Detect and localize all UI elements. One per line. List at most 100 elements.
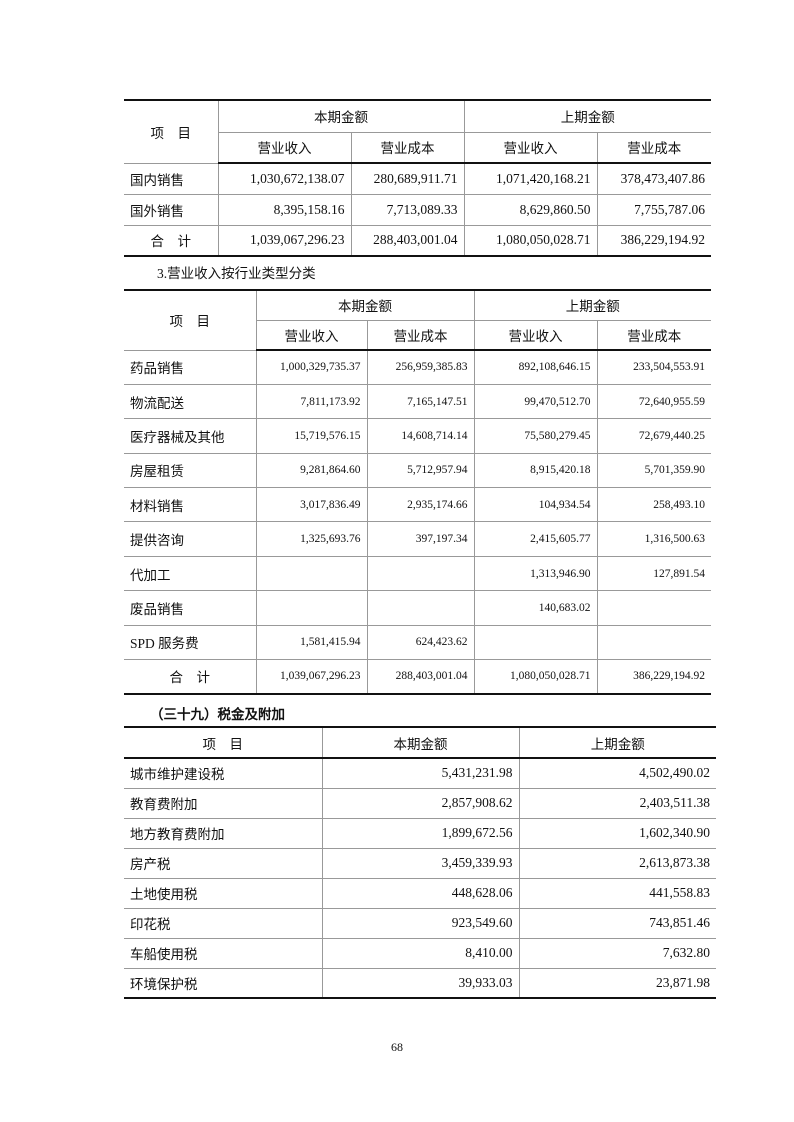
cell-pri-cost: 72,679,440.25 — [596, 418, 711, 454]
section-heading-taxes-and-surcharges: （三十九）税金及附加 — [150, 707, 285, 722]
cell-cur-rev: 15,719,576.15 — [255, 418, 368, 454]
cell-cur-cost: 624,423.62 — [366, 624, 475, 661]
current-revenue-header: 营业收入 — [218, 131, 352, 164]
cell-pri-cost: 233,504,553.91 — [596, 349, 711, 385]
row-label: 材料销售 — [124, 487, 257, 523]
section-heading-revenue-by-industry: 3.营业收入按行业类型分类 — [157, 266, 316, 281]
row-label: 城市维护建设税 — [124, 757, 323, 789]
cell-cur-rev: 1,581,415.94 — [255, 624, 368, 661]
current-period-header: 本期金额 — [217, 99, 465, 133]
table-row: 物流配送 7,811,173.92 7,165,147.51 99,470,512.7… — [124, 383, 711, 420]
row-label: 环境保护税 — [124, 967, 323, 999]
table-row: 房产税 3,459,339.93 2,613,873.38 — [124, 847, 716, 879]
prior-period-header: 上期金额 — [473, 289, 711, 321]
cell-pri-rev: 75,580,279.45 — [473, 418, 598, 454]
row-label: 提供咨询 — [124, 521, 257, 557]
cell-cur: 1,899,672.56 — [321, 817, 520, 849]
cell-pri-cost: 7,755,787.06 — [596, 193, 711, 226]
table-row: 地方教育费附加 1,899,672.56 1,602,340.90 — [124, 817, 716, 849]
cell-cur-cost: 14,608,714.14 — [366, 418, 475, 454]
table-row: 代加工 1,313,946.90 127,891.54 — [124, 555, 711, 592]
cell-cur-cost: 280,689,911.71 — [350, 162, 465, 195]
taxes-and-surcharges-table: 项 目 本期金额 上期金额 城市维护建设税 5,431,231.98 4,502,4… — [124, 726, 716, 999]
current-period-header: 本期金额 — [255, 289, 475, 321]
cell-pri-cost: 72,640,955.59 — [596, 383, 711, 420]
table-row: 印花税 923,549.60 743,851.46 — [124, 907, 716, 939]
cell-cur-rev: 1,000,329,735.37 — [255, 349, 368, 385]
table-row: 城市维护建设税 5,431,231.98 4,502,490.02 — [124, 757, 716, 789]
cell-cur: 8,410.00 — [321, 937, 520, 969]
cell-cur-rev: 8,395,158.16 — [217, 193, 352, 226]
cell-pri-rev: 104,934.54 — [473, 487, 598, 523]
table-row: 环境保护税 39,933.03 23,871.98 — [124, 967, 716, 999]
row-label: 物流配送 — [124, 383, 257, 420]
cell-cur-rev: 1,325,693.76 — [255, 521, 368, 557]
cell-cur: 923,549.60 — [321, 907, 520, 939]
prior-revenue-header: 营业收入 — [463, 131, 598, 164]
row-label: 房屋租赁 — [124, 452, 257, 489]
current-cost-header: 营业成本 — [366, 319, 475, 351]
cell-pri-rev — [473, 624, 598, 661]
cell-pri-rev: 1,313,946.90 — [473, 555, 598, 592]
cell-pri: 7,632.80 — [518, 937, 716, 969]
revenue-by-region-table: 项 目 本期金额 上期金额 营业收入 营业成本 营业收入 营业成本 国内销售 1,… — [124, 99, 711, 257]
prior-cost-header: 营业成本 — [596, 131, 711, 164]
page-number: 68 — [391, 1040, 403, 1054]
table-row: 合 计 1,039,067,296.23 288,403,001.04 1,080,0… — [124, 659, 711, 695]
cell-cur: 448,628.06 — [321, 877, 520, 909]
table-row: 合 计 1,039,067,296.23 288,403,001.04 1,080,0… — [124, 224, 711, 257]
cell-pri: 4,502,490.02 — [518, 757, 716, 789]
table-row: 废品销售 140,683.02 — [124, 590, 711, 626]
row-label: 教育费附加 — [124, 787, 323, 819]
cell-cur-cost: 256,959,385.83 — [366, 349, 475, 385]
prior-cost-header: 营业成本 — [596, 319, 711, 351]
cell-cur-cost: 397,197.34 — [366, 521, 475, 557]
cell-cur-cost: 5,712,957.94 — [366, 452, 475, 489]
cell-cur-cost: 288,403,001.04 — [350, 224, 465, 257]
row-label: 代加工 — [124, 555, 257, 592]
cell-cur: 39,933.03 — [321, 967, 520, 999]
cell-pri-cost: 1,316,500.63 — [596, 521, 711, 557]
cell-cur: 2,857,908.62 — [321, 787, 520, 819]
cell-pri-cost: 386,229,194.92 — [596, 224, 711, 257]
cell-cur-cost: 288,403,001.04 — [366, 659, 475, 695]
cell-cur-cost: 7,713,089.33 — [350, 193, 465, 226]
row-label: 房产税 — [124, 847, 323, 879]
row-label: 地方教育费附加 — [124, 817, 323, 849]
cell-cur-rev — [255, 555, 368, 592]
row-label: 合 计 — [124, 659, 257, 695]
cell-pri: 1,602,340.90 — [518, 817, 716, 849]
cell-pri-rev: 1,080,050,028.71 — [463, 224, 598, 257]
table-row: 国外销售 8,395,158.16 7,713,089.33 8,629,860.50… — [124, 193, 711, 226]
prior-period-header: 上期金额 — [463, 99, 711, 133]
current-period-header: 本期金额 — [321, 726, 520, 759]
cell-pri-rev: 892,108,646.15 — [473, 349, 598, 385]
table-row: 医疗器械及其他 15,719,576.15 14,608,714.14 75,580,… — [124, 418, 711, 454]
cell-pri-cost: 258,493.10 — [596, 487, 711, 523]
cell-pri-rev: 8,629,860.50 — [463, 193, 598, 226]
revenue-by-industry-table: 项 目 本期金额 上期金额 营业收入 营业成本 营业收入 营业成本 药品销售 1,… — [124, 289, 711, 695]
cell-cur: 5,431,231.98 — [321, 757, 520, 789]
item-header: 项 目 — [124, 289, 257, 351]
cell-pri-rev: 8,915,420.18 — [473, 452, 598, 489]
cell-pri: 441,558.83 — [518, 877, 716, 909]
cell-pri-rev: 140,683.02 — [473, 590, 598, 626]
cell-pri-cost: 386,229,194.92 — [596, 659, 711, 695]
table-row: 提供咨询 1,325,693.76 397,197.34 2,415,605.77 1,… — [124, 521, 711, 557]
item-header: 项 目 — [124, 99, 219, 164]
row-label: 国外销售 — [124, 193, 219, 226]
cell-cur-rev: 3,017,836.49 — [255, 487, 368, 523]
row-label: 医疗器械及其他 — [124, 418, 257, 454]
cell-pri: 23,871.98 — [518, 967, 716, 999]
cell-pri-cost — [596, 590, 711, 626]
row-label: 土地使用税 — [124, 877, 323, 909]
prior-revenue-header: 营业收入 — [473, 319, 598, 351]
cell-cur-rev: 7,811,173.92 — [255, 383, 368, 420]
cell-pri-rev: 2,415,605.77 — [473, 521, 598, 557]
cell-cur-cost: 7,165,147.51 — [366, 383, 475, 420]
cell-cur-cost: 2,935,174.66 — [366, 487, 475, 523]
cell-pri-cost: 5,701,359.90 — [596, 452, 711, 489]
table-row: 房屋租赁 9,281,864.60 5,712,957.94 8,915,420.18… — [124, 452, 711, 489]
table-row: 药品销售 1,000,329,735.37 256,959,385.83 892,10… — [124, 349, 711, 385]
row-label: 国内销售 — [124, 162, 219, 195]
